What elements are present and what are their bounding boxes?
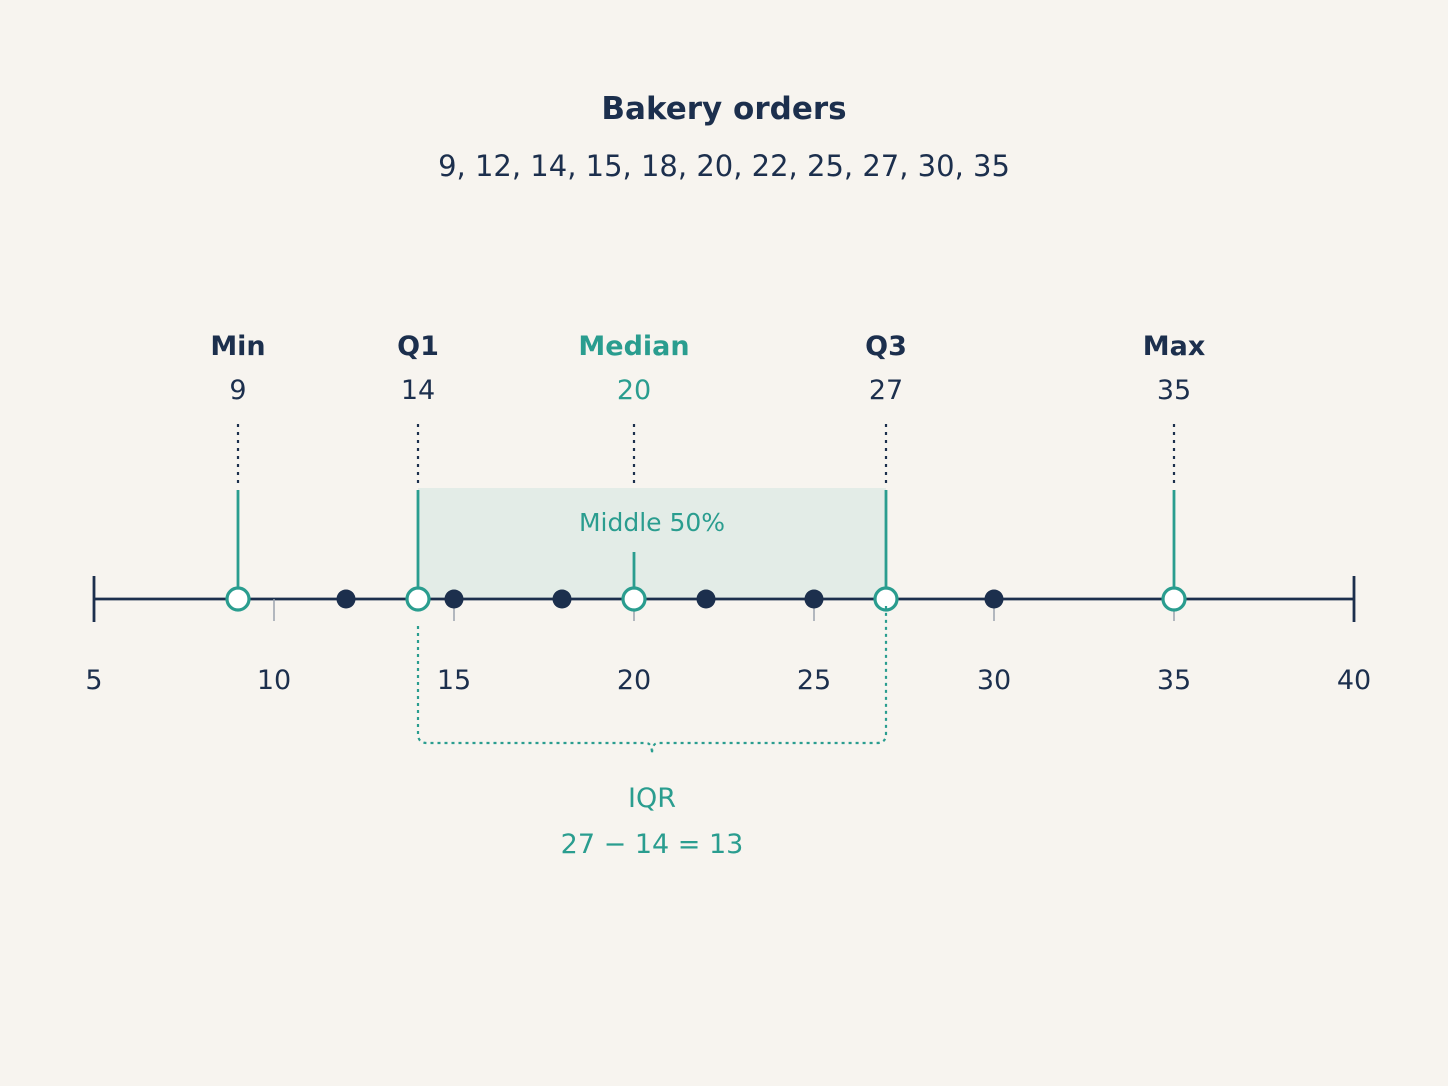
data-point-12 [336,589,356,609]
q3-value-label: 27 [869,375,903,406]
summary-point-20 [621,586,647,612]
q3-name-label: Q3 [865,331,907,362]
min-name-label: Min [210,331,265,362]
data-point-22 [696,589,716,609]
tick-label-25: 25 [797,665,831,696]
iqr-bracket-group: IQR 27 − 14 = 13 [416,606,888,860]
min-value-label: 9 [229,375,246,406]
summary-point-35 [1161,586,1187,612]
dataset-values: 9, 12, 14, 15, 18, 20, 22, 25, 27, 30, 3… [438,149,1010,183]
max-value-label: 35 [1157,375,1191,406]
median-value-label: 20 [617,375,651,406]
summary-labels: Min 9 Q1 14 Median 20 Q3 27 Max 35 [210,331,1205,406]
summary-point-14 [405,586,431,612]
data-point-15 [444,589,464,609]
iqr-calculation: 27 − 14 = 13 [561,829,744,860]
median-name-label: Median [578,331,689,362]
middle-50-band-group: Middle 50% [418,488,886,599]
q1-value-label: 14 [401,375,435,406]
max-name-label: Max [1143,331,1206,362]
data-point-30 [984,589,1004,609]
diagram-title: Bakery orders [601,91,846,127]
tick-label-15: 15 [437,665,471,696]
summary-point-9 [225,586,251,612]
tick-label-40: 40 [1337,665,1371,696]
middle-50-band [418,488,886,599]
data-point-25 [804,589,824,609]
tick-label-30: 30 [977,665,1011,696]
tick-label-20: 20 [617,665,651,696]
data-point-18 [552,589,572,609]
number-line: 5 10 15 20 25 30 35 40 [85,576,1371,696]
data-points [225,586,1187,612]
tick-label-35: 35 [1157,665,1191,696]
summary-point-27 [873,586,899,612]
tick-label-10: 10 [257,665,291,696]
iqr-label: IQR [628,783,676,814]
q1-name-label: Q1 [397,331,439,362]
middle-50-label: Middle 50% [579,508,725,537]
summary-guides [236,424,1176,599]
tick-label-5: 5 [85,665,102,696]
